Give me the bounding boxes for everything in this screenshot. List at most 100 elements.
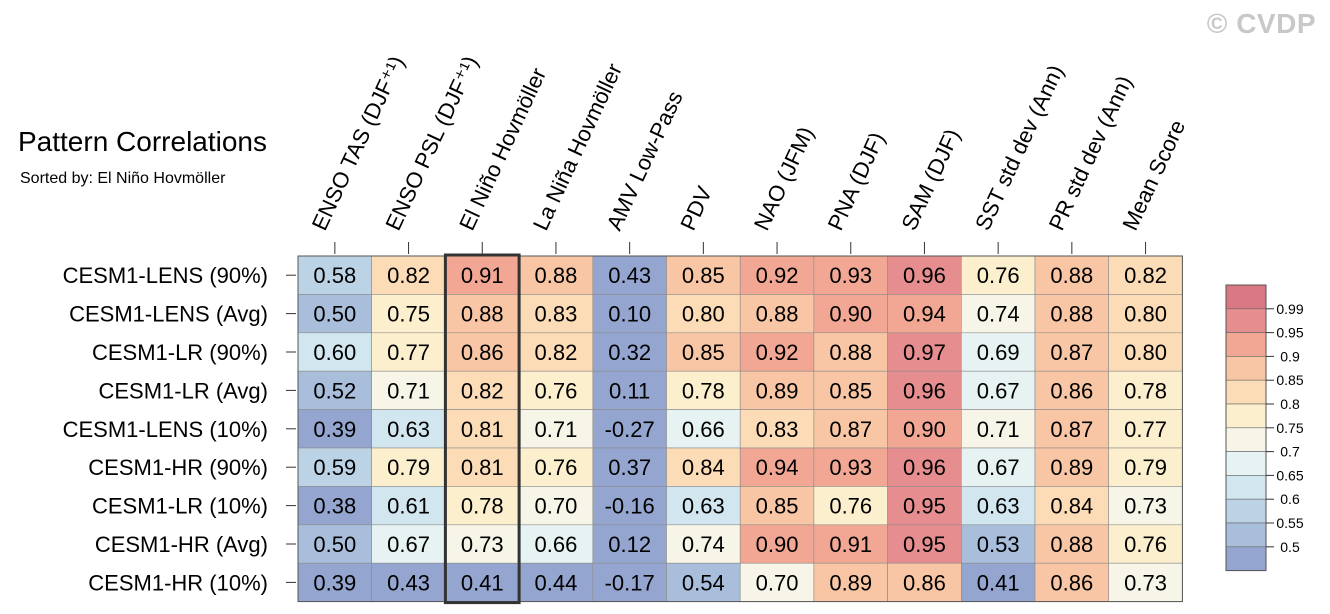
colorbar-swatch	[1225, 356, 1267, 381]
cell-value-label: 0.80	[682, 302, 725, 327]
heatmap-cell	[297, 370, 372, 410]
cell-value-label: 0.88	[1050, 263, 1093, 288]
colorbar-label: 0.65	[1276, 467, 1303, 483]
cell-value-label: 0.74	[977, 302, 1020, 327]
cell-value-label: 0.94	[903, 302, 946, 327]
heatmap-cell	[297, 294, 372, 334]
heatmap-cell	[739, 294, 815, 334]
colorbar-label: 0.99	[1276, 301, 1303, 317]
heatmap-cell	[445, 486, 520, 526]
cell-value-label: 0.76	[829, 494, 872, 519]
cell-value-label: 0.77	[387, 340, 430, 365]
heatmap-cell	[1034, 486, 1109, 526]
heatmap-cell	[739, 524, 815, 564]
cell-value-label: 0.71	[387, 378, 430, 403]
colorbar-swatch	[1225, 546, 1267, 571]
heatmap-cell	[371, 524, 446, 564]
cell-value-label: 0.95	[903, 532, 946, 557]
heatmap-cell	[887, 562, 962, 602]
heatmap-cell	[813, 294, 888, 334]
heatmap-cell	[297, 409, 372, 449]
row-label: CESM1-LENS (90%)	[63, 263, 268, 288]
cell-value-label: 0.41	[977, 570, 1020, 595]
cell-value-label: 0.89	[829, 570, 872, 595]
heatmap-cell	[960, 447, 1036, 487]
colorbar-label: 0.6	[1280, 491, 1300, 507]
heatmap-cell	[592, 486, 667, 526]
colorbar-swatch	[1225, 475, 1267, 500]
heatmap-cell	[887, 294, 962, 334]
cell-value-label: 0.71	[535, 417, 578, 442]
heatmap-cell	[1108, 524, 1183, 564]
heatmap-cell	[666, 255, 741, 295]
cell-value-label: 0.44	[535, 570, 578, 595]
cell-value-label: 0.88	[461, 302, 504, 327]
cell-value-label: 0.85	[756, 494, 799, 519]
cell-value-label: 0.39	[313, 417, 356, 442]
cell-value-label: 0.78	[1124, 378, 1167, 403]
heatmap-cell	[518, 486, 594, 526]
heatmap-cell	[666, 562, 741, 602]
cell-value-label: 0.87	[1050, 340, 1093, 365]
heatmap-cell	[1034, 562, 1109, 602]
cell-value-label: 0.88	[1050, 302, 1093, 327]
cell-value-label: 0.89	[1050, 455, 1093, 480]
cell-value-label: 0.96	[903, 455, 946, 480]
chart-title: Pattern Correlations	[18, 126, 268, 157]
cell-value-label: 0.70	[756, 570, 799, 595]
colorbar-label: 0.7	[1280, 444, 1300, 460]
heatmap-cell	[739, 486, 815, 526]
cell-value-label: 0.60	[313, 340, 356, 365]
cell-value-label: -0.16	[605, 494, 655, 519]
colorbar-swatch	[1225, 522, 1267, 548]
row-label: CESM1-LENS (10%)	[63, 417, 268, 442]
watermark: © CVDP	[1206, 8, 1316, 39]
cell-value-label: 0.39	[313, 570, 356, 595]
cell-value-label: 0.80	[1124, 302, 1167, 327]
cell-value-label: 0.32	[608, 340, 651, 365]
row-label: CESM1-LR (10%)	[92, 494, 268, 519]
cell-value-label: 0.87	[829, 417, 872, 442]
cell-value-label: 0.88	[756, 302, 799, 327]
cell-value-label: 0.86	[1050, 378, 1093, 403]
cell-value-label: 0.63	[682, 494, 725, 519]
cell-value-label: 0.50	[313, 532, 356, 557]
colorbar-swatch	[1225, 403, 1267, 429]
highlighted-column-box	[443, 253, 521, 605]
colorbar-swatch	[1225, 451, 1267, 476]
cell-value-label: 0.91	[829, 532, 872, 557]
heatmap-cell	[445, 370, 520, 410]
cell-value-label: 0.66	[682, 417, 725, 442]
cell-value-label: 0.81	[461, 455, 504, 480]
cell-value-label: 0.58	[313, 263, 356, 288]
heatmap-cell	[297, 562, 372, 602]
cell-value-label: 0.95	[903, 494, 946, 519]
cell-value-label: 0.79	[1124, 455, 1167, 480]
cell-value-label: 0.81	[461, 417, 504, 442]
cell-value-label: 0.88	[535, 263, 578, 288]
cell-value-label: 0.90	[903, 417, 946, 442]
colorbar-label: 0.9	[1280, 348, 1300, 364]
cell-value-label: 0.84	[1050, 494, 1093, 519]
cell-value-label: 0.97	[903, 340, 946, 365]
cell-value-label: 0.43	[387, 570, 430, 595]
cell-value-label: 0.85	[829, 378, 872, 403]
heatmap-cell	[1034, 370, 1109, 410]
column-label: PNA (DJF)	[823, 128, 890, 234]
colorbar-label: 0.75	[1276, 420, 1303, 436]
heatmap-cell	[739, 409, 815, 449]
heatmap-cell	[518, 332, 594, 372]
cell-value-label: 0.69	[977, 340, 1020, 365]
cell-value-label: 0.66	[535, 532, 578, 557]
cell-value-label: 0.89	[756, 378, 799, 403]
chart-subtitle: Sorted by: El Niño Hovmöller	[20, 170, 226, 187]
column-label: AMV Low-Pass	[602, 87, 688, 234]
cell-value-label: 0.76	[1124, 532, 1167, 557]
cell-value-label: 0.90	[829, 302, 872, 327]
cell-value-label: 0.43	[608, 263, 651, 288]
heatmap-cell	[960, 294, 1036, 334]
heatmap-cell	[813, 255, 888, 295]
heatmap-cell	[813, 562, 888, 602]
heatmap-cell	[371, 255, 446, 295]
heatmap-cell	[371, 486, 446, 526]
